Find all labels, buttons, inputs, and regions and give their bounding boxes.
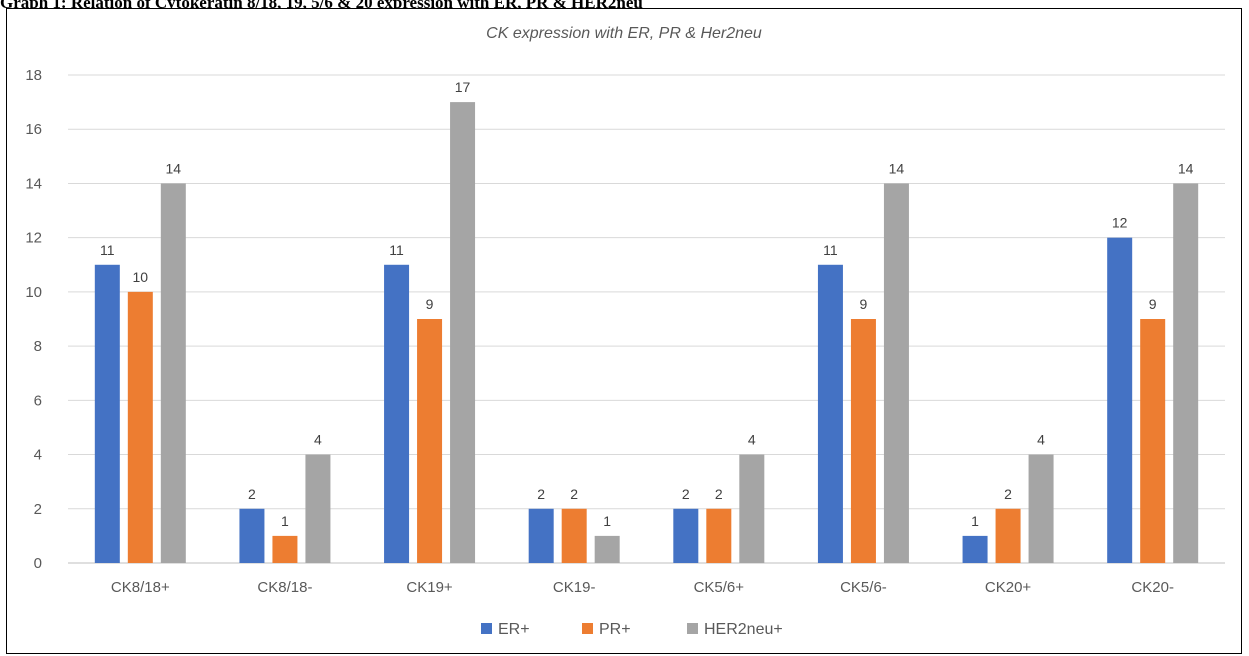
legend-swatch <box>582 623 593 634</box>
data-label: 9 <box>860 296 868 312</box>
bar <box>94 264 120 563</box>
y-tick-label: 18 <box>25 67 42 84</box>
bar <box>594 535 620 563</box>
data-label: 14 <box>166 160 182 176</box>
x-tick-label: CK19+ <box>406 579 453 596</box>
bar <box>1107 237 1133 563</box>
bar <box>127 291 153 563</box>
data-label: 9 <box>426 296 434 312</box>
x-tick-label: CK20- <box>1131 579 1174 596</box>
data-label: 2 <box>1004 486 1012 502</box>
legend-label: PR+ <box>599 621 631 638</box>
x-tick-label: CK5/6+ <box>694 579 745 596</box>
data-label: 2 <box>682 486 690 502</box>
data-label: 12 <box>1112 215 1128 231</box>
legend-swatch <box>687 623 698 634</box>
bar <box>450 102 476 563</box>
data-label: 11 <box>823 242 838 258</box>
y-tick-label: 8 <box>34 338 42 355</box>
bar <box>850 319 876 563</box>
bar <box>160 183 186 563</box>
bar <box>384 264 410 563</box>
data-label: 1 <box>603 513 611 529</box>
data-label: 17 <box>455 79 471 95</box>
x-tick-label: CK8/18- <box>257 579 312 596</box>
legend-swatch <box>481 623 492 634</box>
data-label: 2 <box>537 486 545 502</box>
bar <box>817 264 843 563</box>
bar <box>739 454 765 563</box>
data-label: 11 <box>389 242 404 258</box>
x-tick-label: CK8/18+ <box>111 579 170 596</box>
data-label: 11 <box>100 242 115 258</box>
legend-label: ER+ <box>498 621 530 638</box>
bar <box>1140 319 1166 563</box>
data-label: 9 <box>1149 296 1157 312</box>
y-tick-label: 10 <box>25 284 42 301</box>
bars <box>94 102 1199 563</box>
bar <box>1173 183 1199 563</box>
bar <box>995 508 1021 563</box>
data-label: 4 <box>1037 432 1045 448</box>
data-label: 1 <box>971 513 979 529</box>
x-tick-label: CK20+ <box>985 579 1032 596</box>
bar <box>417 319 443 563</box>
bar <box>883 183 909 563</box>
bar <box>962 535 988 563</box>
bar <box>305 454 331 563</box>
bar <box>706 508 732 563</box>
y-tick-label: 6 <box>34 392 42 409</box>
y-tick-label: 16 <box>25 121 42 138</box>
bar <box>1028 454 1054 563</box>
y-tick-label: 14 <box>25 175 42 192</box>
data-label: 2 <box>248 486 256 502</box>
y-tick-label: 0 <box>34 555 42 572</box>
bar <box>239 508 265 563</box>
bar <box>561 508 587 563</box>
data-label: 14 <box>1178 160 1194 176</box>
x-tick-label: CK5/6- <box>840 579 887 596</box>
data-label: 4 <box>314 432 322 448</box>
data-label: 1 <box>281 513 289 529</box>
y-tick-label: 4 <box>34 447 42 464</box>
bar <box>673 508 699 563</box>
x-axis-ticks: CK8/18+ CK8/18- CK19+ CK19- CK5/6+ CK5/6- CK20… <box>111 579 1174 596</box>
y-axis-ticks: 0 2 4 6 8 10 12 14 16 18 <box>25 67 42 572</box>
data-label: 2 <box>715 486 723 502</box>
data-label: 4 <box>748 432 756 448</box>
bar <box>528 508 554 563</box>
legend: ER+ PR+ HER2neu+ <box>481 621 783 638</box>
legend-label: HER2neu+ <box>704 621 783 638</box>
x-tick-label: CK19- <box>553 579 596 596</box>
data-label: 2 <box>570 486 578 502</box>
y-tick-label: 12 <box>25 230 42 247</box>
chart-title: CK expression with ER, PR & Her2neu <box>486 25 762 42</box>
figure-caption: Graph 1: Relation of Cytokeratin 8/18, 1… <box>0 0 1249 8</box>
data-label: 10 <box>133 269 149 285</box>
data-label: 14 <box>889 160 905 176</box>
y-tick-label: 2 <box>34 501 42 518</box>
bar <box>272 535 298 563</box>
